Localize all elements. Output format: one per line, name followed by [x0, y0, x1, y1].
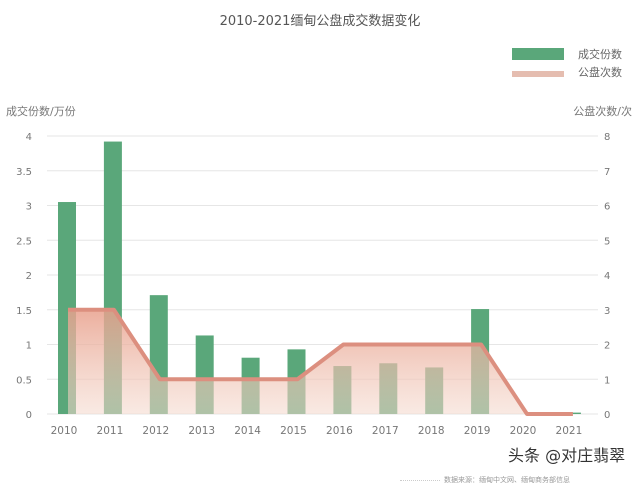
x-tick-label: 2014: [234, 425, 261, 437]
legend-swatch-bar: [512, 48, 564, 60]
x-tick-label: 2020: [510, 425, 537, 437]
y-tick-left: 0.5: [16, 375, 32, 386]
legend-item-bar: 成交份数: [512, 46, 622, 62]
x-tick-label: 2017: [372, 425, 399, 437]
x-tick-label: 2012: [142, 425, 169, 437]
x-tick-label: 2013: [188, 425, 215, 437]
y-tick-left: 1: [26, 341, 32, 352]
y-tick-right: 4: [604, 271, 610, 282]
y-tick-right: 5: [604, 236, 610, 247]
y-tick-left: 1.5: [16, 306, 32, 317]
y-tick-right: 7: [604, 167, 610, 178]
legend-label: 公盘次数: [578, 66, 622, 79]
y-tick-left: 2.5: [16, 236, 32, 247]
x-tick-label: 2019: [464, 425, 491, 437]
x-tick-label: 2018: [418, 425, 445, 437]
y-axis-left-title: 成交份数/万份: [6, 105, 76, 118]
source-divider: [400, 480, 440, 481]
y-axis-right-title: 公盘次数/次: [573, 105, 632, 118]
legend-label: 成交份数: [578, 48, 622, 61]
x-tick-label: 2016: [326, 425, 353, 437]
y-tick-right: 0: [604, 410, 610, 421]
chart-title: 2010-2021缅甸公盘成交数据变化: [219, 14, 421, 29]
y-tick-left: 3: [26, 202, 32, 213]
y-tick-right: 2: [604, 341, 610, 352]
y-tick-right: 8: [604, 132, 610, 143]
y-tick-right: 3: [604, 306, 610, 317]
y-tick-right: 6: [604, 202, 610, 213]
x-tick-label: 2010: [51, 425, 78, 437]
y-tick-left: 0: [26, 410, 32, 421]
legend-item-area: 公盘次数: [512, 64, 622, 80]
y-tick-left: 3.5: [16, 167, 32, 178]
x-tick-label: 2015: [280, 425, 307, 437]
legend-swatch-area: [512, 70, 564, 77]
area-line: [68, 307, 573, 416]
watermark: 头条 @对庄翡翠: [508, 446, 626, 465]
y-tick-right: 1: [604, 375, 610, 386]
y-tick-left: 4: [26, 132, 32, 143]
x-tick-label: 2011: [97, 425, 124, 437]
x-tick-label: 2021: [556, 425, 583, 437]
y-tick-left: 2: [26, 271, 32, 282]
data-source: 数据来源：缅甸中文网、缅甸商务部信息: [444, 476, 570, 484]
